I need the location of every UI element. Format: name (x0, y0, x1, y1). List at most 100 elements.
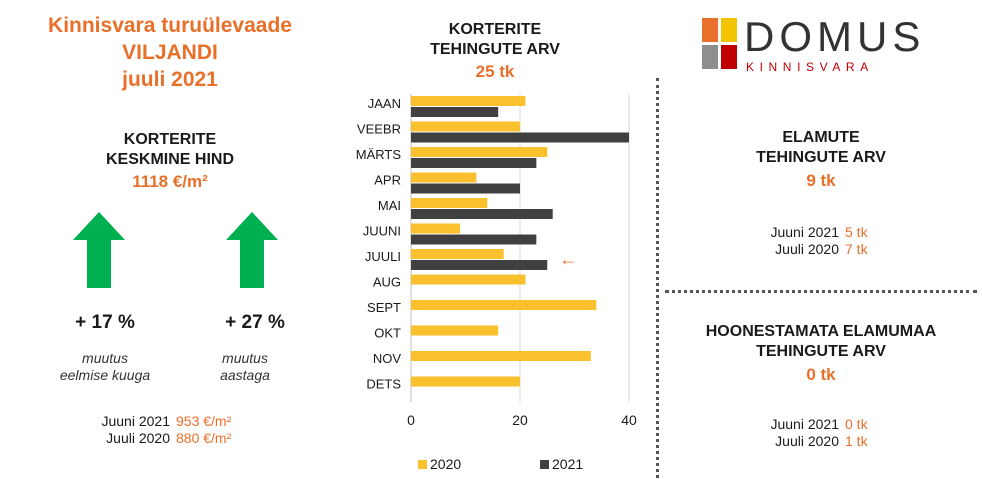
land-deals-heading-line2: TEHINGUTE ARV (756, 343, 886, 360)
legend-label-2021: 2021 (552, 456, 583, 472)
logo-block-red (721, 45, 737, 69)
category-label: JUUNI (363, 224, 401, 239)
compare-label: Juuli 2020 (106, 430, 170, 446)
category-label: JAAN (368, 96, 401, 111)
change-year-note: muutus aastaga (190, 350, 300, 384)
land-compare-row: Juuli 2020 1 tk (745, 433, 868, 450)
x-tick-label: 40 (621, 412, 637, 428)
apartment-deals-chart: JAAN VEEBR MÄRTS APR MAI JUUNI JUULI ← AUG SEPT OK… (356, 94, 637, 472)
category-label: SEPT (367, 300, 401, 315)
change-month-pct: + 17 % (75, 312, 135, 333)
compare-value: 1 tk (845, 433, 868, 449)
pointer-arrow-icon: ← (559, 249, 577, 269)
compare-value: 953 €/m² (176, 413, 232, 429)
land-deals-heading-line1: HOONESTAMATA ELAMUMAA (705, 323, 937, 340)
bar-2020 (411, 223, 461, 234)
bar-2020 (411, 274, 526, 285)
report-title-line3: juuli 2021 (122, 68, 218, 91)
change-month-note: muutus eelmise kuuga (30, 350, 180, 384)
compare-label: Juuli 2020 (775, 241, 839, 257)
bar-2020 (411, 249, 504, 259)
house-compare-row: Juuni 2021 5 tk (745, 224, 868, 241)
house-compare: Juuni 2021 5 tk Juuli 2020 7 tk (745, 224, 868, 258)
category-label: OKT (374, 326, 401, 341)
legend-swatch-2021 (540, 460, 549, 469)
bar-2020 (411, 325, 499, 336)
category-label: AUG (373, 275, 401, 290)
land-deals-value: 0 tk (806, 365, 836, 384)
house-deals-heading-line2: TEHINGUTE ARV (756, 149, 886, 166)
apartment-deals-value: 25 tk (475, 62, 515, 81)
change-year-note-line2: aastaga (220, 367, 270, 383)
compare-value: 0 tk (845, 416, 868, 432)
compare-value: 7 tk (845, 241, 868, 257)
compare-label: Juuni 2021 (101, 413, 170, 429)
legend-label-2020: 2020 (430, 456, 461, 472)
price-compare-row: Juuli 2020 880 €/m² (80, 430, 231, 447)
bar-2020 (411, 351, 591, 361)
apartment-deals-block: KORTERITE TEHINGUTE ARV 25 tk (400, 20, 590, 82)
bar-2021 (411, 234, 537, 245)
bar-2021 (411, 209, 553, 219)
report-title-line1: Kinnisvara turuülevaade (48, 14, 292, 37)
compare-label: Juuli 2020 (775, 433, 839, 449)
land-compare-row: Juuni 2021 0 tk (745, 416, 868, 433)
bar-2020 (411, 300, 597, 310)
arrow-up-icon (226, 212, 278, 288)
change-year-note-line1: muutus (222, 350, 268, 366)
land-deals-block: HOONESTAMATA ELAMUMAA TEHINGUTE ARV 0 tk (665, 322, 977, 385)
logo-block-yellow (721, 18, 737, 42)
category-label: MAI (378, 198, 401, 213)
house-compare-row: Juuli 2020 7 tk (745, 241, 868, 258)
compare-label: Juuni 2021 (770, 224, 839, 240)
category-label: NOV (373, 351, 402, 366)
arrow-up-icon (73, 212, 125, 288)
bar-2021 (411, 183, 520, 194)
report-title-line2: VILJANDI (122, 41, 218, 64)
logo-block-grey (702, 45, 718, 69)
domus-logo: DOMUS KINNISVARA (702, 14, 962, 78)
horizontal-divider (665, 290, 977, 293)
x-tick-label: 20 (512, 412, 528, 428)
bar-2020 (411, 147, 548, 157)
avg-price-heading-line2: KESKMINE HIND (105, 151, 234, 168)
category-label: DETS (366, 377, 401, 392)
logo-tagline: KINNISVARA (746, 60, 874, 74)
compare-value: 880 €/m² (176, 430, 232, 446)
vertical-divider (656, 78, 659, 478)
price-compare: Juuni 2021 953 €/m² Juuli 2020 880 €/m² (80, 413, 231, 447)
avg-price-heading-line1: KORTERITE (123, 131, 217, 148)
change-month-note-line1: muutus (82, 350, 128, 366)
land-compare: Juuni 2021 0 tk Juuli 2020 1 tk (745, 416, 868, 450)
category-label: MÄRTS (356, 147, 402, 162)
compare-label: Juuni 2021 (770, 416, 839, 432)
bar-2021 (411, 260, 548, 270)
price-compare-row: Juuni 2021 953 €/m² (80, 413, 231, 430)
apartment-deals-heading-line2: TEHINGUTE ARV (430, 41, 560, 58)
legend-swatch-2020 (418, 460, 427, 469)
bar-2020 (411, 172, 477, 183)
house-deals-heading-line1: ELAMUTE (782, 129, 860, 146)
x-tick-label: 0 (407, 412, 415, 428)
report-title: Kinnisvara turuülevaade VILJANDI juuli 2… (0, 12, 340, 93)
bar-2021 (411, 158, 537, 168)
avg-price-value: 1118 €/m² (132, 172, 208, 191)
category-label: JUULI (365, 249, 401, 264)
apartment-deals-heading-line1: KORTERITE (448, 21, 542, 38)
logo-name: DOMUS (744, 13, 926, 60)
logo-block-orange (702, 18, 718, 42)
bar-2020 (411, 96, 526, 106)
bar-2021 (411, 132, 629, 143)
bar-2020 (411, 376, 520, 387)
compare-value: 5 tk (845, 224, 868, 240)
bar-2020 (411, 198, 488, 208)
category-label: APR (374, 173, 401, 188)
change-month-note-line2: eelmise kuuga (59, 367, 151, 383)
house-deals-value: 9 tk (806, 171, 836, 190)
change-year-pct: + 27 % (225, 312, 285, 333)
bar-2020 (411, 121, 520, 132)
house-deals-block: ELAMUTE TEHINGUTE ARV 9 tk (665, 128, 977, 191)
avg-price-block: KORTERITE KESKMINE HIND 1118 €/m² (0, 130, 340, 192)
category-label: VEEBR (357, 122, 401, 137)
bar-2021 (411, 107, 499, 117)
